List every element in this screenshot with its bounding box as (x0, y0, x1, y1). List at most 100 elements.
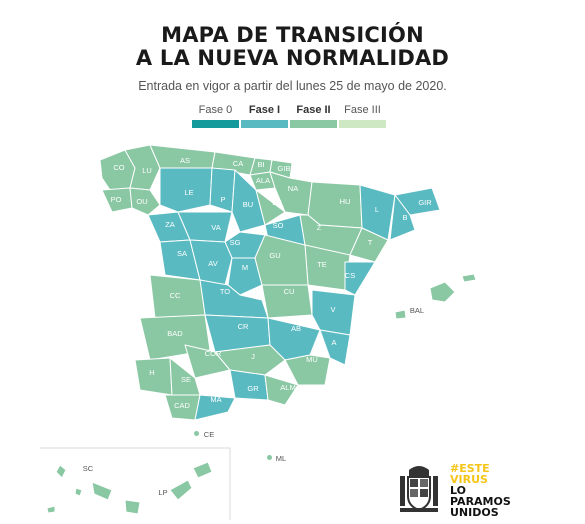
slogan-line-1: #ESTE (450, 462, 490, 475)
province-alm[interactable] (264, 374, 299, 406)
label-gu: GU (269, 251, 280, 260)
legend-item-fase-2: Fase II (290, 104, 337, 128)
label-ml: ML (276, 454, 286, 463)
coat-of-arms-icon (400, 466, 438, 512)
legend-swatch (241, 120, 288, 128)
phase-legend: Fase 0 Fase I Fase II Fase III (192, 104, 388, 128)
label-ca: CA (233, 159, 243, 168)
slogan: #ESTE VIRUS LO PARAMOS UNIDOS (450, 463, 511, 518)
label-so: SO (273, 221, 284, 230)
province-sc[interactable] (55, 464, 67, 479)
legend-swatch (290, 120, 337, 128)
label-gir: GIR (418, 198, 432, 207)
label-to: TO (220, 287, 230, 296)
province-av[interactable] (189, 239, 233, 286)
melilla-marker[interactable] (267, 455, 272, 460)
province-m[interactable] (227, 257, 263, 296)
legend-label: Fase I (248, 104, 281, 116)
label-za: ZA (165, 220, 175, 229)
label-bal: BAL (410, 306, 424, 315)
label-alm: ALM (280, 383, 295, 392)
island-ibiza (394, 309, 407, 320)
label-gib: GIB (278, 164, 291, 173)
government-logo: #ESTE VIRUS LO PARAMOS UNIDOS (398, 462, 538, 518)
label-co: CO (113, 163, 124, 172)
label-av: AV (208, 259, 217, 268)
label-gr: GR (247, 384, 259, 393)
label-l: L (375, 205, 379, 214)
label-ce: CE (204, 430, 214, 439)
island-menorca (461, 273, 477, 283)
province-gu[interactable] (254, 234, 309, 286)
label-cs: CS (345, 271, 355, 280)
province-b[interactable] (389, 194, 416, 241)
label-sg: SG (230, 238, 241, 247)
title-line-2: A LA NUEVA NORMALIDAD (135, 46, 450, 70)
label-sa: SA (177, 249, 187, 258)
label-bu: BU (243, 200, 253, 209)
province-lr[interactable] (255, 189, 286, 226)
legend-item-fase-3: Fase III (339, 104, 386, 128)
label-b: B (402, 213, 407, 222)
legend-label: Fase II (296, 104, 331, 116)
label-ab: AB (291, 324, 301, 333)
label-t: T (368, 238, 373, 247)
province-le[interactable] (159, 167, 213, 213)
label-z: Z (317, 223, 322, 232)
province-lp[interactable] (124, 499, 141, 515)
label-m: M (242, 263, 248, 272)
label-cr: CR (238, 322, 249, 331)
label-v: V (330, 305, 335, 314)
slogan-line-2: VIRUS (450, 473, 488, 486)
legend-item-fase-1: Fase I (241, 104, 288, 128)
label-j: J (251, 352, 255, 361)
label-cc: CC (170, 291, 181, 300)
island-tenerife (91, 481, 113, 501)
province-bal[interactable] (429, 281, 456, 303)
legend-label: Fase 0 (198, 104, 233, 116)
title-line-1: MAPA DE TRANSICIÓN (161, 23, 424, 47)
province-ou[interactable] (129, 187, 161, 216)
slogan-line-4: PARAMOS (450, 495, 511, 508)
label-va: VA (211, 223, 220, 232)
label-lu: LU (142, 166, 152, 175)
legend-item-fase-0: Fase 0 (192, 104, 239, 128)
ceuta-marker[interactable] (194, 431, 199, 436)
label-le: LE (184, 188, 193, 197)
label-ou: OU (136, 197, 147, 206)
legend-label: Fase III (344, 104, 381, 116)
label-as: AS (180, 156, 190, 165)
province-mu[interactable] (284, 354, 331, 386)
island-lanzarote (192, 461, 213, 479)
province-ma[interactable] (194, 394, 236, 421)
slogan-line-3: LO (450, 484, 466, 497)
canarias-frame (40, 447, 231, 520)
label-hu: HU (340, 197, 351, 206)
label-ma: MA (210, 395, 221, 404)
label-cu: CU (284, 287, 295, 296)
label-h: H (149, 368, 154, 377)
label-lr: LR (272, 198, 282, 207)
label-po: PO (111, 195, 122, 204)
province-j[interactable] (214, 344, 286, 376)
map-subtitle: Entrada en vigor a partir del lunes 25 d… (138, 79, 447, 93)
label-sc: SC (83, 464, 94, 473)
island-fuerteventura (169, 479, 193, 501)
label-p: P (220, 195, 225, 204)
map-title: MAPA DE TRANSICIÓN A LA NUEVA NORMALIDAD (0, 24, 585, 70)
island-hierro (46, 505, 56, 514)
label-te: TE (317, 260, 327, 269)
label-lp: LP (158, 488, 167, 497)
label-bad: BAD (167, 329, 183, 338)
label-mu: MU (306, 355, 318, 364)
province-bu[interactable] (231, 169, 266, 233)
label-na: NA (288, 184, 298, 193)
slogan-line-5: UNIDOS (450, 506, 499, 519)
province-a[interactable] (319, 329, 351, 366)
label-se: SE (181, 375, 191, 384)
label-bi: BI (257, 160, 264, 169)
island-gomera (74, 487, 83, 497)
legend-swatch (339, 120, 386, 128)
